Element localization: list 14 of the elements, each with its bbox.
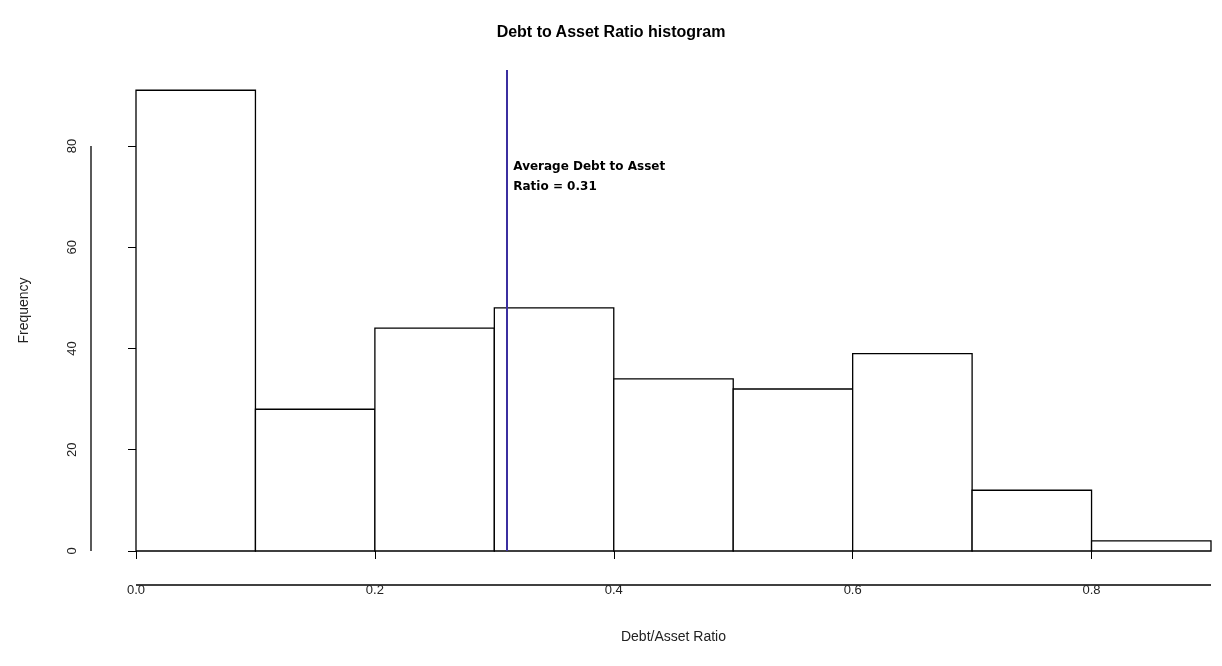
y-tick-label: 60 (64, 239, 79, 255)
x-tick-label: 0.6 (843, 582, 862, 597)
y-tick-label: 0 (64, 547, 79, 555)
x-tick-label: 0.4 (604, 582, 623, 597)
y-tick-label: 20 (64, 442, 79, 457)
x-tick-label: 0.0 (126, 582, 146, 597)
y-tick-label: 40 (64, 341, 79, 356)
x-tick-label: 0.2 (365, 582, 384, 597)
y-tick-label: 80 (64, 138, 79, 154)
ref-line-label: Average Debt to Asset Ratio = 0.31 (513, 159, 670, 193)
x-tick-label: 0.8 (1082, 582, 1101, 597)
y-axis-title: Frequency (15, 277, 31, 344)
chart-title: Debt to Asset Ratio histogram (496, 22, 726, 40)
x-axis-title: Debt/Asset Ratio (620, 628, 727, 644)
